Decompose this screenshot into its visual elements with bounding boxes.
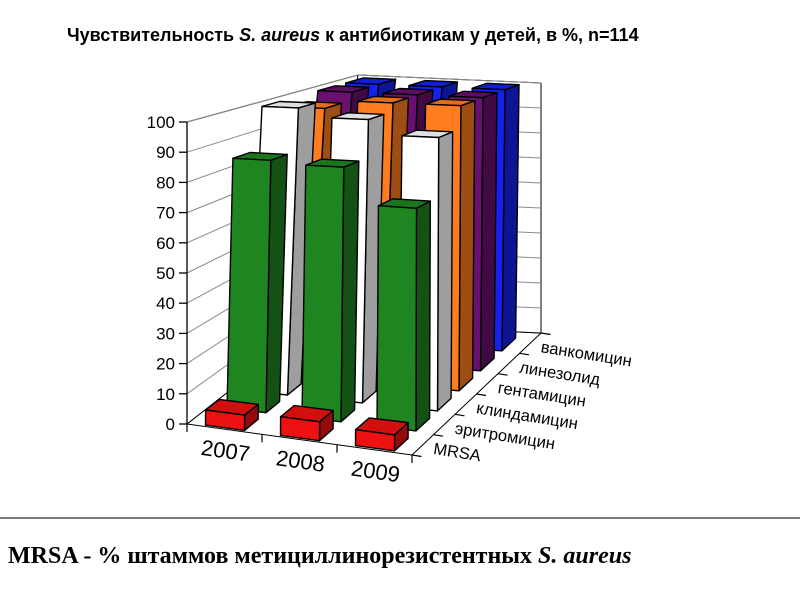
y-tick-label-0: 0 (166, 415, 175, 434)
footer-divider-line (0, 517, 800, 519)
bar-эритромицин-2008 (301, 158, 360, 423)
chart-title-part1: Чувствительность (67, 25, 240, 45)
footnote-caption: MRSA - % штаммов метициллинорезистентных… (8, 541, 631, 571)
y-tick-label-30: 30 (156, 324, 175, 343)
y-tick-label-10: 10 (156, 385, 175, 404)
bar-front-face (354, 429, 396, 452)
bar-front-face (376, 205, 418, 432)
footnote-species: S. aureus (538, 543, 632, 569)
series-tick-4 (497, 373, 508, 376)
category-label-2007: 2007 (200, 435, 252, 467)
y-tick-label-80: 80 (156, 173, 175, 192)
series-tick-1 (433, 434, 444, 437)
series-tick-3 (476, 393, 487, 397)
bar-front-face (279, 416, 321, 442)
chart-title-species: S. aureus (239, 25, 321, 45)
bar-front-face (226, 157, 272, 414)
y-tick-label-100: 100 (147, 113, 175, 132)
bar-эритромицин-2009 (376, 198, 431, 432)
bar-front-face (204, 409, 246, 432)
y-tick-label-40: 40 (156, 294, 175, 313)
y-tick-label-20: 20 (156, 355, 175, 374)
bar-side-face (436, 131, 454, 412)
bar-эритромицин-2007 (226, 151, 288, 414)
chart-title: Чувствительность S. aureus к антибиотика… (67, 25, 639, 46)
bar-MRSA-2007 (204, 398, 259, 432)
bar-MRSA-2009 (354, 417, 409, 452)
bar-side-face (458, 99, 476, 392)
category-label-2008: 2008 (275, 445, 327, 477)
bar-side-face (415, 200, 431, 432)
footnote-part1: MRSA - % штаммов метициллинорезистентных (8, 543, 539, 569)
series-tick-2 (454, 413, 465, 417)
y-tick-label-70: 70 (156, 204, 175, 223)
series-axis-label-MRSA: MRSA (432, 440, 482, 465)
series-tick-6 (540, 332, 551, 336)
series-tick-0 (411, 454, 422, 458)
y-tick-label-50: 50 (156, 264, 175, 283)
y-tick-label-90: 90 (156, 143, 175, 162)
series-tick-5 (519, 352, 530, 356)
chart-title-part2: к антибиотикам у детей, в %, n=114 (320, 25, 639, 45)
bar-front-face (301, 164, 345, 423)
y-tick-label-60: 60 (156, 234, 175, 253)
gridline-100 (186, 74, 542, 123)
category-label-2009: 2009 (350, 456, 402, 488)
bar-MRSA-2008 (279, 404, 334, 442)
